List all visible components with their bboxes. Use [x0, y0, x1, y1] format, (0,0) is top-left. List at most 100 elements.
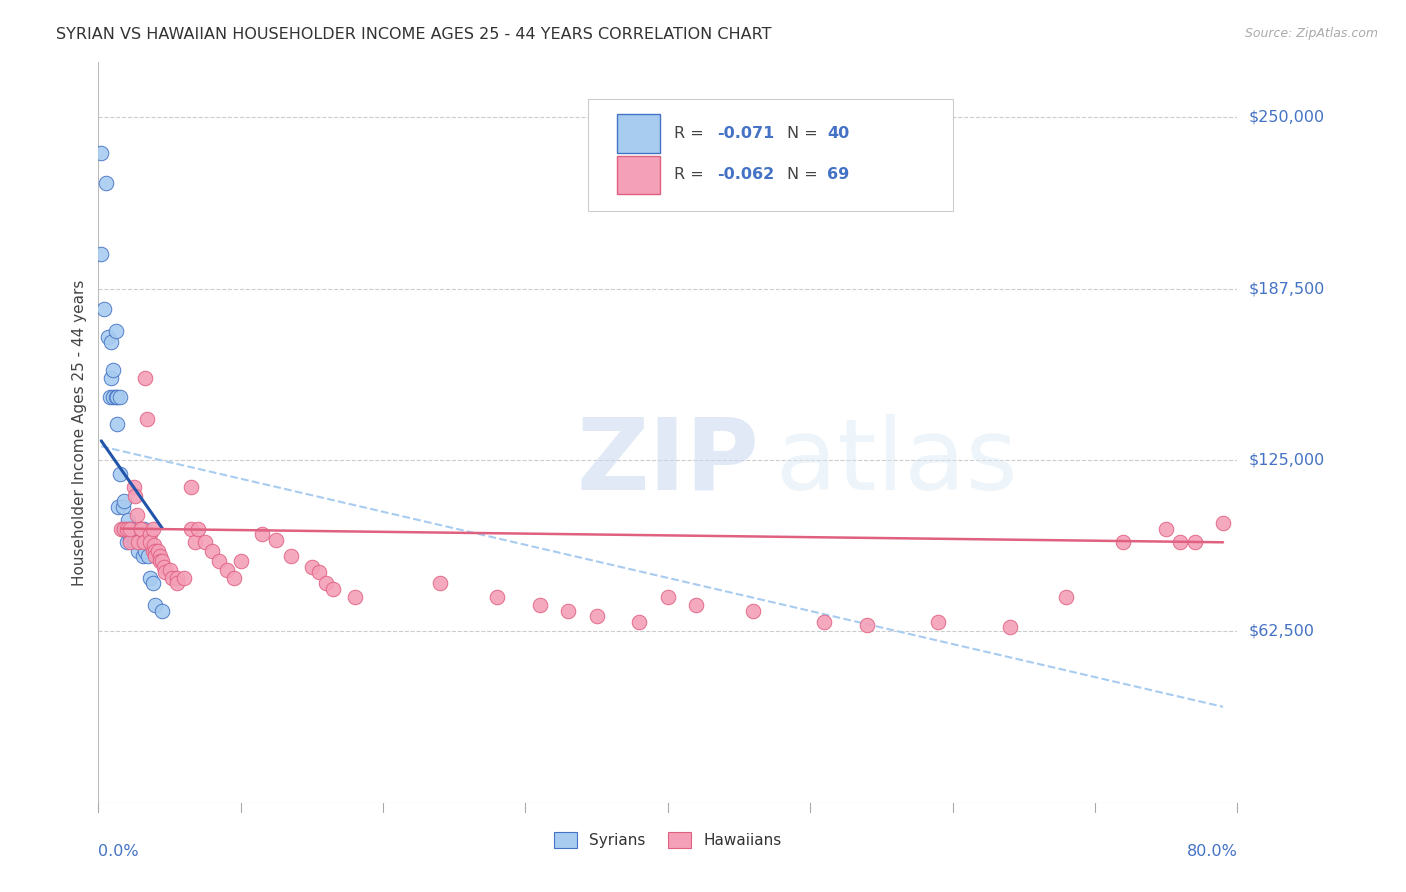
FancyBboxPatch shape — [617, 156, 659, 194]
Point — [1112, 535, 1135, 549]
Point — [90, 247, 112, 261]
Point — [111, 500, 134, 514]
Point — [998, 620, 1021, 634]
Text: -0.071: -0.071 — [717, 126, 775, 141]
Point — [138, 527, 160, 541]
Point — [229, 554, 252, 568]
Point — [138, 571, 160, 585]
Point — [173, 571, 195, 585]
Point — [215, 563, 238, 577]
Point — [159, 563, 181, 577]
Point — [90, 145, 112, 160]
Point — [125, 508, 148, 522]
Point — [1212, 516, 1234, 530]
Text: $250,000: $250,000 — [1249, 110, 1324, 125]
Point — [208, 554, 231, 568]
Text: -0.062: -0.062 — [717, 168, 775, 183]
Point — [112, 522, 135, 536]
Point — [115, 522, 138, 536]
Point — [132, 535, 155, 549]
Text: N =: N = — [787, 168, 824, 183]
Point — [118, 522, 141, 536]
Point — [201, 543, 224, 558]
Point — [105, 390, 128, 404]
Text: 0.0%: 0.0% — [98, 844, 139, 858]
Text: 80.0%: 80.0% — [1187, 844, 1237, 858]
Point — [117, 513, 139, 527]
Point — [104, 324, 127, 338]
Point — [184, 535, 207, 549]
Point — [1184, 535, 1206, 549]
Point — [108, 390, 131, 404]
Point — [112, 522, 135, 536]
Point — [132, 522, 155, 536]
Text: Source: ZipAtlas.com: Source: ZipAtlas.com — [1244, 27, 1378, 40]
Point — [315, 576, 337, 591]
Point — [145, 599, 167, 613]
Point — [138, 535, 160, 549]
Point — [101, 390, 124, 404]
FancyBboxPatch shape — [588, 99, 953, 211]
Point — [148, 543, 170, 558]
Text: N =: N = — [787, 126, 824, 141]
FancyBboxPatch shape — [617, 114, 659, 153]
Point — [153, 560, 176, 574]
Text: R =: R = — [673, 168, 709, 183]
Point — [93, 302, 115, 317]
Point — [110, 522, 132, 536]
Text: ZIP: ZIP — [576, 414, 759, 511]
Point — [486, 590, 509, 604]
Point — [1056, 590, 1078, 604]
Point — [111, 522, 134, 536]
Point — [124, 489, 146, 503]
Point — [141, 543, 163, 558]
Point — [112, 494, 135, 508]
Text: atlas: atlas — [776, 414, 1018, 511]
Text: $125,000: $125,000 — [1249, 452, 1324, 467]
Point — [94, 176, 117, 190]
Point — [685, 599, 707, 613]
Point — [166, 576, 188, 591]
Point — [101, 362, 124, 376]
Point — [856, 617, 879, 632]
Point — [149, 549, 172, 563]
Point — [585, 609, 607, 624]
Point — [180, 480, 202, 494]
Point — [162, 571, 184, 585]
Point — [152, 554, 174, 568]
Point — [280, 549, 302, 563]
Text: $187,500: $187,500 — [1249, 281, 1324, 296]
Point — [266, 533, 288, 547]
Point — [308, 566, 330, 580]
Point — [104, 390, 127, 404]
Point — [149, 554, 172, 568]
Point — [127, 535, 149, 549]
Point — [222, 571, 245, 585]
Y-axis label: Householder Income Ages 25 - 44 years: Householder Income Ages 25 - 44 years — [72, 279, 87, 586]
Point — [187, 522, 209, 536]
Text: 69: 69 — [827, 168, 849, 183]
Point — [118, 533, 141, 547]
Text: SYRIAN VS HAWAIIAN HOUSEHOLDER INCOME AGES 25 - 44 YEARS CORRELATION CHART: SYRIAN VS HAWAIIAN HOUSEHOLDER INCOME AG… — [56, 27, 772, 42]
Point — [136, 549, 159, 563]
Point — [145, 549, 167, 563]
Point — [141, 576, 163, 591]
Point — [100, 371, 122, 385]
Point — [742, 604, 765, 618]
Point — [129, 533, 152, 547]
Point — [429, 576, 451, 591]
Point — [250, 527, 273, 541]
Point — [134, 543, 156, 558]
Legend: Syrians, Hawaiians: Syrians, Hawaiians — [548, 826, 787, 855]
Point — [115, 535, 138, 549]
Point — [657, 590, 679, 604]
Point — [141, 522, 163, 536]
Point — [145, 543, 167, 558]
Point — [142, 538, 165, 552]
Point — [134, 371, 156, 385]
Point — [118, 535, 141, 549]
Point — [194, 535, 217, 549]
Point — [322, 582, 344, 596]
Point — [155, 566, 177, 580]
Point — [343, 590, 366, 604]
